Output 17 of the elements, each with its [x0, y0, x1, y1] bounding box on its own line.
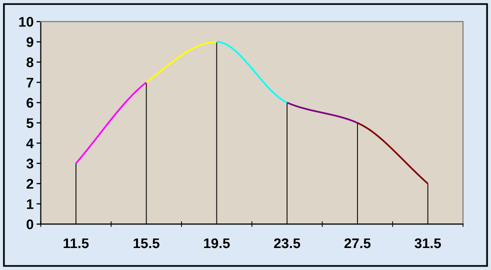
x-tick-label: 19.5: [204, 238, 230, 248]
y-tick-label: 6: [26, 98, 34, 108]
y-tick-label: 9: [26, 37, 34, 48]
y-tick-label: 10: [19, 16, 34, 27]
x-tick-label: 27.5: [344, 238, 371, 248]
x-tick-label: 23.5: [274, 238, 300, 248]
y-tick-label: 2: [26, 178, 34, 189]
y-tick-label: 0: [26, 219, 34, 230]
y-tick-label: 4: [26, 138, 34, 148]
y-tick-label: 3: [26, 158, 34, 169]
x-tick-label: 11.5: [64, 238, 89, 248]
y-tick-label: 7: [26, 78, 34, 88]
y-tick-label: 5: [26, 118, 34, 128]
y-tick-label: 8: [26, 57, 34, 68]
y-tick-label: 1: [26, 199, 34, 209]
x-tick-label: 31.5: [414, 238, 441, 248]
x-tick-label: 15.5: [134, 238, 160, 248]
